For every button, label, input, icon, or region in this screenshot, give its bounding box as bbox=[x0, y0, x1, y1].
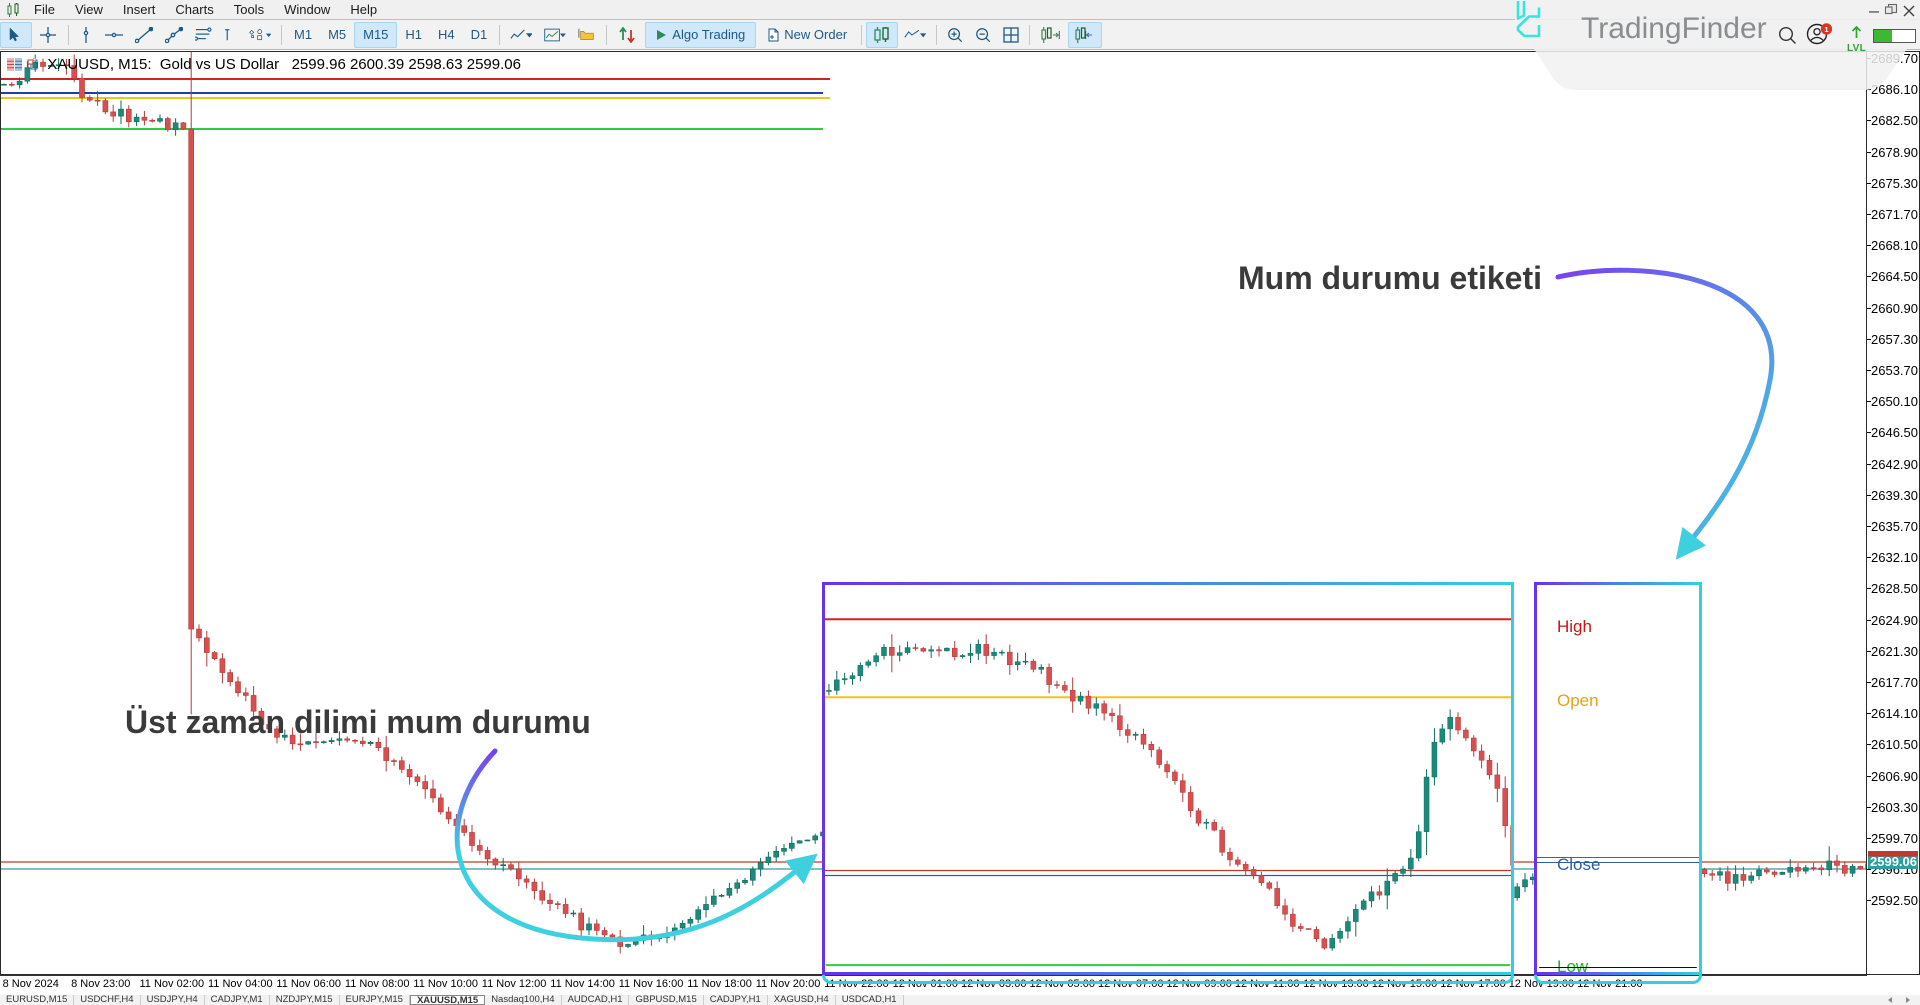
svg-text:1: 1 bbox=[1824, 25, 1828, 34]
